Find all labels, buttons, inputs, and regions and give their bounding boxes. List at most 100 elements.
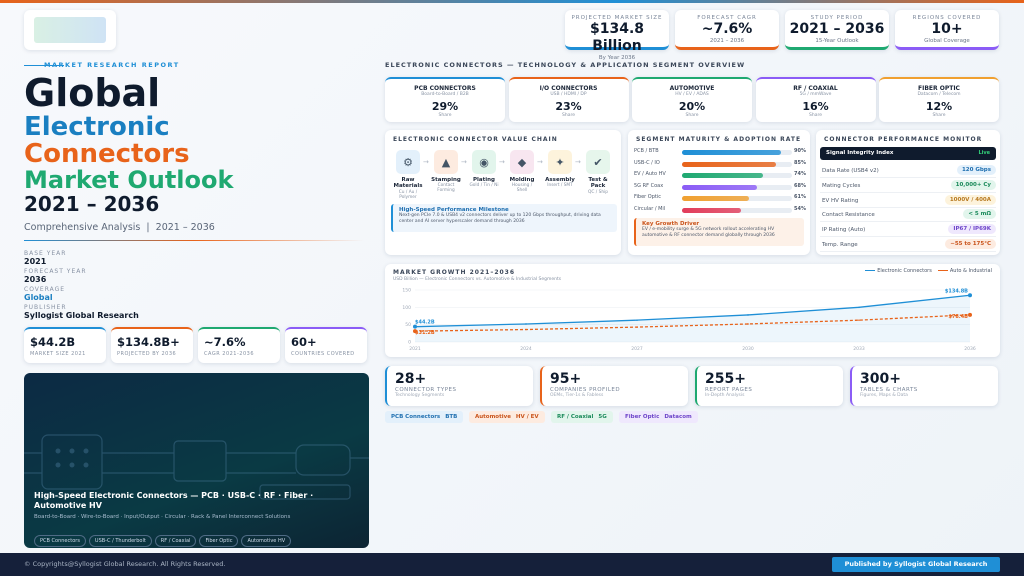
legend-label: Auto & Industrial	[949, 268, 992, 274]
legend-label: Electronic Connectors	[877, 268, 932, 274]
line	[414, 314, 971, 332]
panel-title: ELECTRONIC CONNECTOR VALUE CHAIN	[393, 136, 558, 143]
driver: Key Growth Driver EV / e-mobility surge …	[634, 218, 804, 246]
step-sub: Insert / SMT	[547, 183, 573, 189]
chip: Automotive HV / EV	[469, 411, 545, 423]
stat-label: CAGR 2021-2036	[204, 351, 255, 357]
panel-title: CONNECTOR PERFORMANCE MONITOR	[824, 136, 983, 143]
segment-share: 20%	[678, 100, 706, 113]
meta-label: PUBLISHER	[24, 304, 67, 311]
step-icon: ✔	[586, 150, 610, 174]
stat-label: MARKET SIZE 2021	[30, 351, 86, 357]
value-chain: ELECTRONIC CONNECTOR VALUE CHAIN High-Sp…	[385, 130, 621, 255]
chip-detail: BTB	[445, 414, 458, 420]
maturity-row: USB-C / IO 85%	[634, 160, 806, 170]
milestone-title: High-Speed Performance Milestone	[399, 207, 509, 213]
arrow: →	[499, 158, 505, 166]
live-badge: Live	[978, 150, 990, 156]
meta-value: 2021	[24, 257, 47, 266]
meta-label: COVERAGE	[24, 286, 66, 293]
hero-tag: PCB Connectors	[34, 535, 86, 547]
maturity-value: 61%	[794, 194, 806, 200]
logo	[24, 10, 116, 50]
maturity-label: Circular / Mil	[634, 205, 666, 212]
kpi-value: 2021 – 2036	[789, 21, 885, 37]
line	[414, 294, 971, 328]
maturity-label: Fiber Optic	[634, 194, 662, 200]
monitor-value: 120 Gbps	[956, 165, 996, 175]
count-sub: Technology Segments	[395, 393, 445, 398]
count-label: CONNECTOR TYPES	[395, 387, 457, 393]
point	[636, 326, 638, 328]
value-label: $78.4B	[948, 314, 968, 320]
step-name: Test & Pack	[588, 177, 608, 190]
hero-title: High-Speed Electronic Connectors — PCB ·…	[34, 491, 314, 511]
segment-share-label: Share	[685, 113, 699, 118]
stat-card: $44.2B MARKET SIZE 2021	[24, 327, 106, 363]
title-line: Global	[24, 71, 161, 115]
legend-item: Electronic Connectors	[865, 268, 932, 274]
bar-track	[682, 196, 792, 201]
point	[747, 323, 749, 325]
monitor-value: −55 to 175°C	[945, 239, 996, 249]
title-line: 2021 – 2036	[24, 192, 160, 216]
x-tick-label: 2021	[409, 346, 421, 352]
monitor-label: EV HV Rating	[822, 197, 859, 204]
publisher-button[interactable]: Published by Syllogist Global Research	[832, 557, 1000, 572]
maturity-label: USB-C / IO	[634, 159, 660, 166]
kpi-sub: By Year 2036	[598, 55, 636, 61]
bar	[682, 207, 742, 213]
monitor: CONNECTOR PERFORMANCE MONITOR Signal Int…	[816, 130, 1000, 255]
bar-track	[682, 150, 792, 155]
segment-card: RF / COAXIAL 5G / mmWave 16% Share	[755, 77, 876, 122]
step-icon: ◉	[472, 150, 496, 174]
bar	[682, 173, 764, 178]
maturity-label: PCB / BTB	[634, 148, 659, 154]
divider	[24, 240, 364, 241]
kpi-value: ~7.6%	[701, 21, 753, 37]
chip-name: RF / Coaxial	[557, 414, 594, 420]
step-icon: ▲	[434, 150, 458, 174]
stat-label: COUNTRIES COVERED	[291, 351, 355, 357]
rule	[24, 65, 64, 66]
monitor-value: 1000V / 400A	[944, 194, 996, 205]
chart: 0 50 100 150 2021 2024 2027 2030 2033 2036 $44.2B $…	[402, 288, 975, 353]
value-label: $44.2B	[415, 320, 435, 326]
step-name: Molding	[509, 177, 535, 183]
count-sub: In-Depth Analysis	[705, 393, 745, 398]
monitor-header-text: Signal Integrity Index	[826, 150, 894, 156]
segment-card: AUTOMOTIVE HV / EV / ADAS 20% Share	[632, 77, 752, 122]
arrow: →	[575, 158, 581, 166]
step-icon: ⚙	[396, 150, 420, 174]
meta-label: FORECAST YEAR	[24, 268, 87, 275]
chip: PCB Connectors BTB	[385, 411, 464, 423]
step-name: Raw Materials	[393, 177, 423, 190]
monitor-label: IP Rating (Auto)	[822, 227, 866, 234]
segment-share-label: Share	[438, 113, 452, 118]
stat-value: $44.2B	[30, 335, 76, 349]
segment-sub: 5G / mmWave	[799, 92, 832, 97]
legend: Electronic Connectors Auto & Industrial	[859, 268, 992, 274]
stat-label: PROJECTED BY 2036	[117, 351, 177, 357]
area	[415, 295, 970, 342]
kpi-label: PROJECTED MARKET SIZE	[571, 15, 663, 21]
maturity-row: Circular / Mil 54%	[634, 206, 806, 216]
count-sub: Figures, Maps & Data	[860, 393, 908, 398]
chip-name: Automotive	[475, 414, 511, 420]
monitor-row: Contact Resistance < 5 mΩ	[820, 208, 996, 223]
chip: RF / Coaxial 5G	[551, 411, 613, 423]
bar	[682, 184, 757, 190]
meta-value: Global	[24, 293, 53, 302]
hero-tag: RF / Coaxial	[154, 535, 197, 547]
stat-value: ~7.6%	[204, 335, 246, 349]
segment-sub: HV / EV / ADAS	[675, 92, 709, 97]
kpi-sub: 15-Year Outlook	[815, 38, 859, 44]
kpi-label: STUDY PERIOD	[810, 15, 864, 21]
monitor-value: IP67 / IP69K	[948, 224, 996, 235]
bar-track	[682, 207, 792, 213]
hero-tag: USB-C / Thunderbolt	[88, 535, 152, 547]
meta-value: Syllogist Global Research	[24, 311, 139, 320]
maturity-value: 90%	[794, 148, 806, 154]
y-tick-label: 100	[402, 305, 411, 311]
bar-track	[682, 184, 792, 190]
